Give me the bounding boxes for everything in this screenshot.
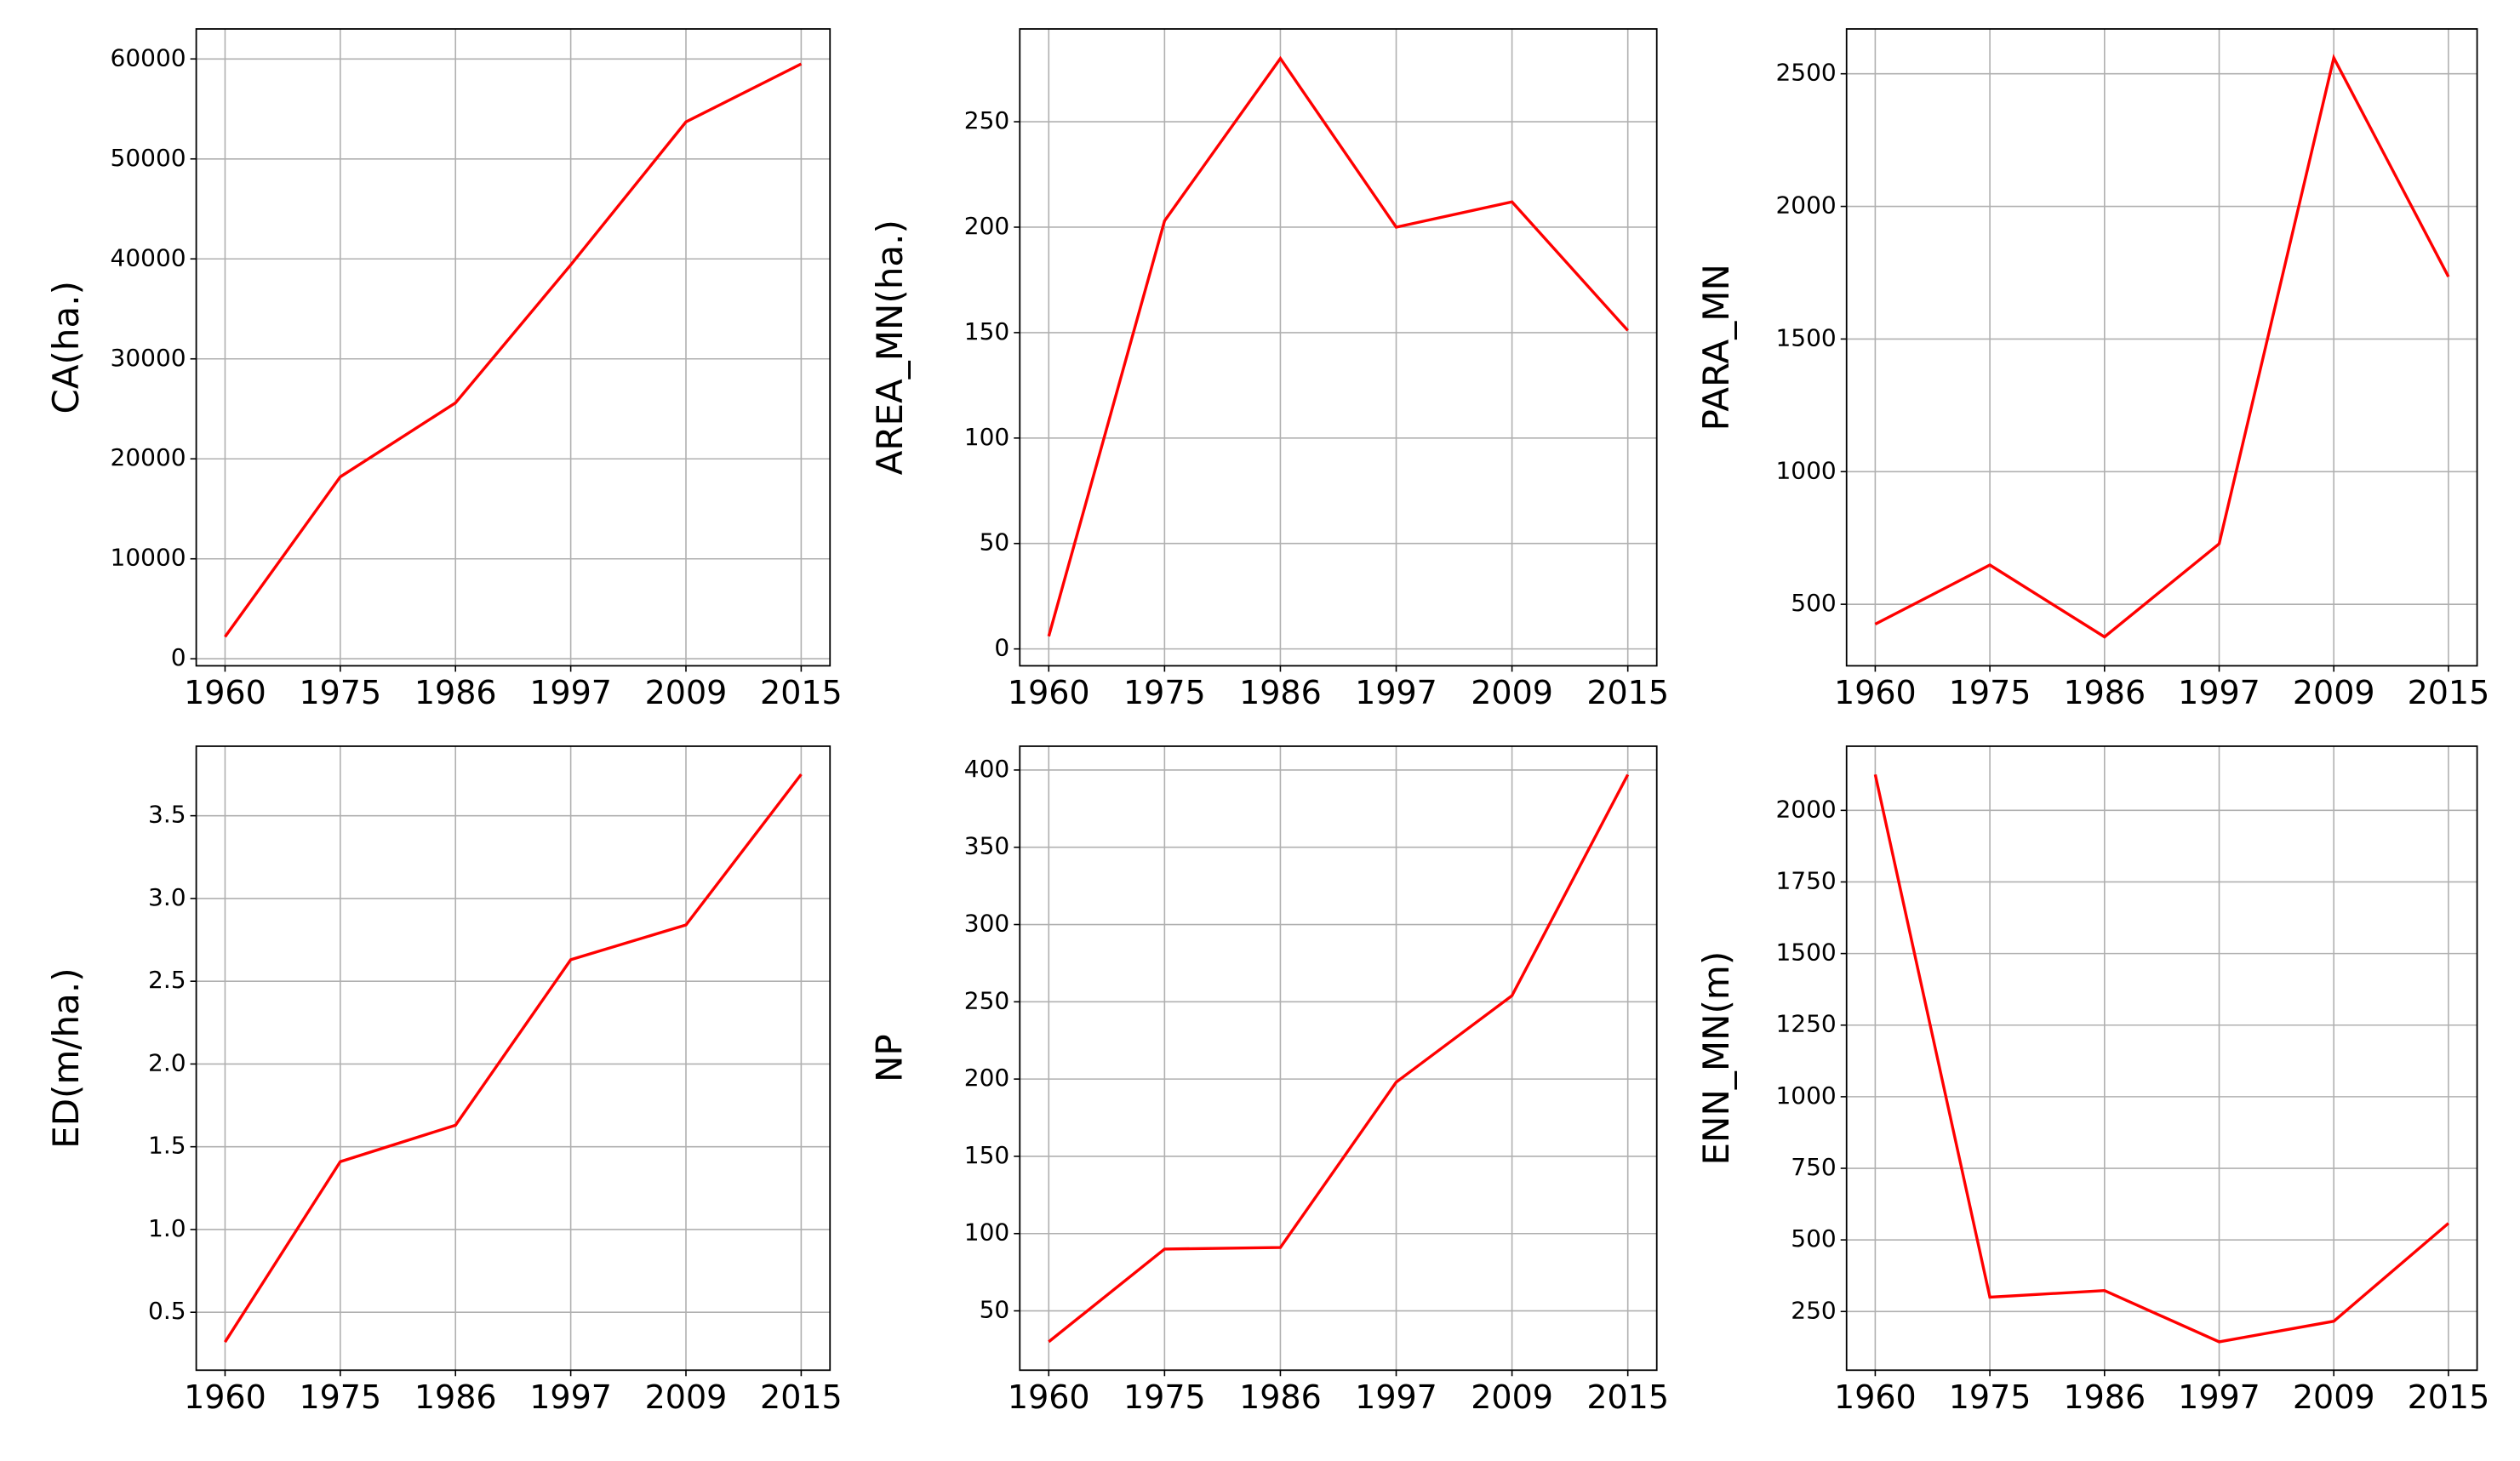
y-tick-label: 350	[964, 832, 1009, 860]
y-tick-label: 2.5	[148, 966, 186, 994]
x-tick-label: 1997	[529, 674, 612, 711]
y-tick-label: 50	[980, 528, 1010, 556]
data-line	[1873, 773, 2450, 1344]
data-line	[1048, 773, 1630, 1344]
y-tick-label: 2000	[1775, 795, 1836, 823]
y-tick-label: 2000	[1775, 191, 1836, 220]
y-tick-label: 250	[964, 106, 1009, 134]
y-tick-label: 100	[964, 423, 1009, 451]
y-tick-label: 500	[1791, 1224, 1836, 1253]
y-tick-label: 0	[171, 643, 186, 671]
y-tick-label: 250	[964, 986, 1009, 1014]
y-tick-label: 50	[980, 1296, 1010, 1324]
x-tick-label: 1986	[2063, 1378, 2146, 1416]
y-tick-label: 1.5	[148, 1132, 186, 1160]
y-tick-label: 150	[964, 1141, 1009, 1169]
x-tick-label: 1975	[1123, 1378, 1206, 1416]
y-tick-label: 300	[964, 910, 1009, 938]
x-tick-label: 1997	[2178, 674, 2260, 711]
y-tick-label: 20000	[111, 443, 186, 471]
plot-frame	[1019, 28, 1658, 667]
x-tick-label: 2015	[2408, 1378, 2490, 1416]
x-tick-label: 1986	[2063, 674, 2146, 711]
data-line	[223, 773, 803, 1344]
y-tick-label: 400	[964, 755, 1009, 783]
x-tick-label: 2009	[645, 1378, 728, 1416]
y-tick-label: 3.5	[148, 801, 186, 829]
x-tick-label: 2015	[1586, 674, 1669, 711]
plot-frame	[1845, 745, 2478, 1372]
x-tick-label: 1986	[414, 1378, 497, 1416]
y-tick-label: 250	[1791, 1296, 1836, 1324]
y-axis-label: PARA_MN	[1695, 264, 1737, 431]
y-tick-label: 1.0	[148, 1214, 186, 1242]
x-tick-label: 1960	[184, 1378, 266, 1416]
x-tick-label: 2009	[2293, 1378, 2375, 1416]
y-tick-label: 60000	[111, 43, 186, 71]
x-tick-label: 2009	[645, 674, 728, 711]
y-tick-label: 2500	[1775, 59, 1836, 87]
x-tick-label: 2015	[1586, 1378, 1669, 1416]
x-tick-label: 1960	[1834, 674, 1917, 711]
x-tick-label: 1997	[2178, 1378, 2260, 1416]
y-tick-label: 2.0	[148, 1048, 186, 1076]
x-tick-label: 1986	[1239, 1378, 1322, 1416]
x-tick-label: 1975	[1949, 674, 2031, 711]
x-tick-label: 1997	[529, 1378, 612, 1416]
data-line	[1047, 55, 1629, 637]
y-axis-label: ED(m/ha.)	[45, 967, 87, 1148]
x-tick-label: 2015	[760, 1378, 843, 1416]
y-tick-label: 1500	[1775, 323, 1836, 351]
x-tick-label: 1960	[184, 674, 266, 711]
y-tick-label: 500	[1791, 589, 1836, 617]
x-tick-label: 1960	[1008, 1378, 1090, 1416]
y-tick-label: 40000	[111, 243, 186, 271]
y-tick-label: 1750	[1775, 866, 1836, 894]
x-tick-label: 2009	[1471, 674, 1553, 711]
x-tick-label: 1975	[299, 674, 381, 711]
y-axis-label: CA(ha.)	[45, 281, 87, 414]
x-tick-label: 1960	[1008, 674, 1090, 711]
data-line	[224, 62, 803, 638]
y-tick-label: 1000	[1775, 1081, 1836, 1110]
data-line	[1874, 54, 2450, 639]
plot-frame	[195, 28, 831, 667]
x-tick-label: 1960	[1834, 1378, 1917, 1416]
y-tick-label: 50000	[111, 144, 186, 172]
x-tick-label: 1986	[414, 674, 497, 711]
plot-frame	[1845, 28, 2478, 667]
y-tick-label: 200	[964, 212, 1009, 240]
x-tick-label: 2015	[760, 674, 843, 711]
x-tick-label: 1986	[1239, 674, 1322, 711]
x-tick-label: 1997	[1355, 1378, 1437, 1416]
y-axis-label: NP	[869, 1034, 911, 1082]
y-tick-label: 1000	[1775, 456, 1836, 484]
y-tick-label: 750	[1791, 1153, 1836, 1181]
y-tick-label: 100	[964, 1218, 1009, 1247]
y-axis-label: ENN_MN(m)	[1695, 951, 1737, 1166]
y-tick-label: 0.5	[148, 1297, 186, 1325]
y-tick-label: 0	[994, 634, 1009, 662]
y-tick-label: 1250	[1775, 1010, 1836, 1038]
y-tick-label: 1500	[1775, 939, 1836, 967]
x-tick-label: 1975	[299, 1378, 381, 1416]
x-tick-label: 2015	[2408, 674, 2490, 711]
plot-frame	[195, 745, 831, 1372]
y-tick-label: 3.0	[148, 883, 186, 911]
y-axis-label: AREA_MN(ha.)	[869, 220, 911, 475]
y-tick-label: 10000	[111, 544, 186, 572]
y-tick-label: 150	[964, 317, 1009, 345]
x-tick-label: 1975	[1949, 1378, 2031, 1416]
x-tick-label: 1975	[1123, 674, 1206, 711]
plot-frame	[1019, 745, 1658, 1372]
x-tick-label: 2009	[1471, 1378, 1553, 1416]
x-tick-label: 1997	[1355, 674, 1437, 711]
y-tick-label: 30000	[111, 344, 186, 372]
y-tick-label: 200	[964, 1064, 1009, 1092]
x-tick-label: 2009	[2293, 674, 2375, 711]
